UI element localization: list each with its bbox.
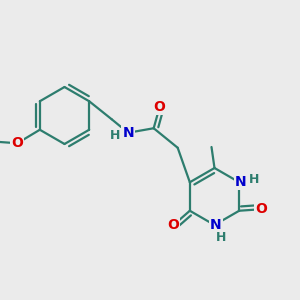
- Text: H: H: [248, 173, 259, 186]
- Text: O: O: [255, 202, 267, 216]
- Text: N: N: [210, 218, 222, 232]
- Text: H: H: [110, 129, 120, 142]
- Text: O: O: [154, 100, 166, 114]
- Text: N: N: [122, 126, 134, 140]
- Text: H: H: [216, 231, 226, 244]
- Text: O: O: [11, 136, 23, 150]
- Text: O: O: [167, 218, 179, 232]
- Text: N: N: [235, 175, 247, 189]
